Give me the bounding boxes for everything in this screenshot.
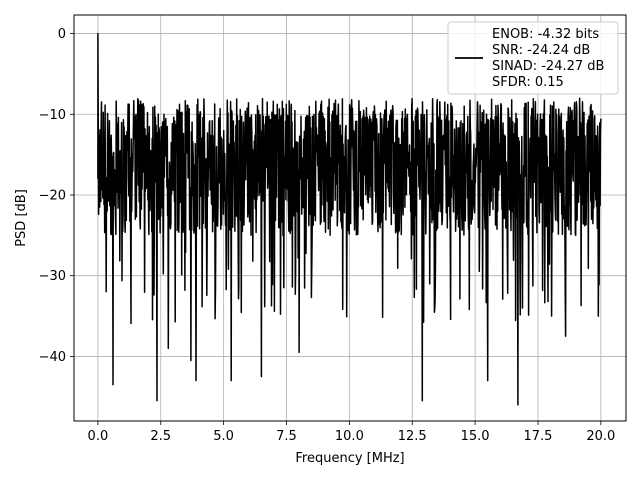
x-tick-label: 0.0 <box>88 429 109 444</box>
psd-series <box>97 32 602 406</box>
legend-box <box>447 21 619 95</box>
x-tick-label: 17.5 <box>524 429 553 444</box>
legend-entry-enob: ENOB: -4.32 bits <box>492 27 599 42</box>
legend: ENOB: -4.32 bits SNR: -24.24 dB SINAD: -… <box>447 21 619 95</box>
x-axis: 0.0 2.5 5.0 7.5 10.0 12.5 15.0 17.5 20.0 <box>88 421 615 444</box>
legend-entry-snr: SNR: -24.24 dB <box>492 43 590 58</box>
legend-entry-sfdr: SFDR: 0.15 <box>492 75 564 90</box>
y-tick-label: −30 <box>39 269 66 284</box>
x-tick-label: 20.0 <box>586 429 615 444</box>
x-tick-label: 5.0 <box>213 429 234 444</box>
x-axis-label: Frequency [MHz] <box>295 451 404 466</box>
legend-entry-sinad: SINAD: -24.27 dB <box>492 59 604 74</box>
y-tick-label: 0 <box>58 27 66 42</box>
x-tick-label: 2.5 <box>150 429 171 444</box>
y-axis: 0 −10 −20 −30 −40 <box>39 27 74 365</box>
y-tick-label: −10 <box>39 108 66 123</box>
x-tick-label: 7.5 <box>276 429 297 444</box>
x-tick-label: 12.5 <box>398 429 427 444</box>
y-tick-label: −40 <box>39 350 66 365</box>
plot-frame <box>73 14 627 422</box>
x-tick-label: 10.0 <box>335 429 364 444</box>
x-tick-label: 15.0 <box>461 429 490 444</box>
y-axis-label: PSD [dB] <box>14 189 29 247</box>
y-tick-label: −20 <box>39 188 66 203</box>
psd-line <box>97 32 602 406</box>
